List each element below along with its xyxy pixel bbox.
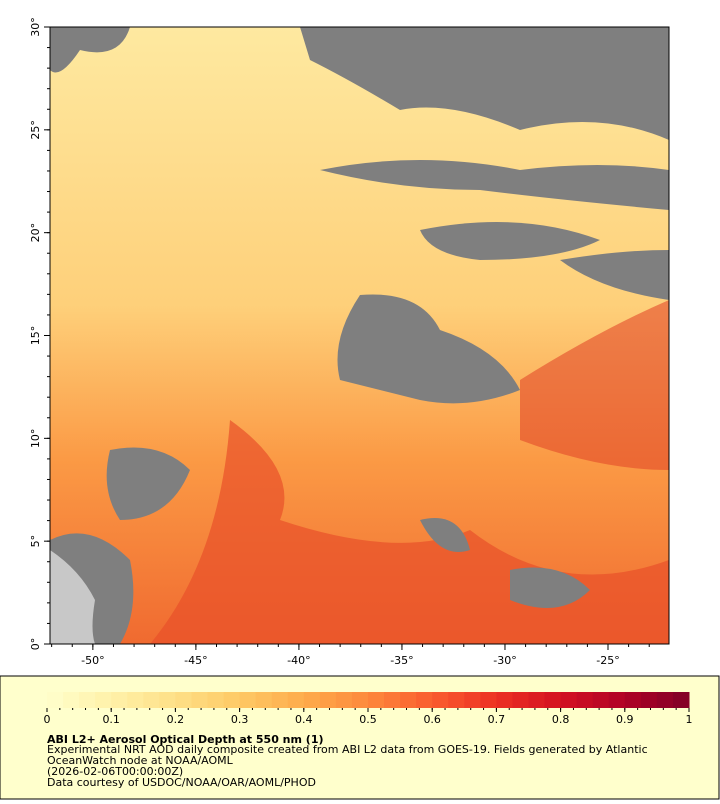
- colorbar-step: [592, 692, 610, 708]
- colorbar-step: [544, 692, 562, 708]
- x-tick-label: -35°: [390, 654, 413, 667]
- x-tick-label: -30°: [493, 654, 516, 667]
- colorbar-step: [159, 692, 176, 708]
- colorbar-tick-label: 0.2: [167, 713, 185, 726]
- colorbar-step: [111, 692, 128, 708]
- colorbar-step: [560, 692, 578, 708]
- colorbar-step: [672, 692, 690, 708]
- colorbar-step: [303, 692, 321, 708]
- colorbar-step: [624, 692, 642, 708]
- x-tick-label: -50°: [81, 654, 104, 667]
- legend-line: Data courtesy of USDOC/NOAA/OAR/AOML/PHO…: [47, 776, 316, 789]
- y-tick-label: 10°: [29, 429, 42, 449]
- colorbar-step: [576, 692, 594, 708]
- legend-title: ABI L2+ Aerosol Optical Depth at 550 nm …: [47, 733, 324, 746]
- colorbar-step: [656, 692, 674, 708]
- y-tick-label: 30°: [29, 17, 42, 37]
- colorbar-step: [95, 692, 112, 708]
- colorbar-step: [63, 692, 80, 708]
- map-image: [50, 27, 669, 644]
- y-tick-label: 0°: [29, 638, 42, 651]
- colorbar-tick-label: 0.8: [552, 713, 570, 726]
- colorbar-step: [287, 692, 305, 708]
- colorbar-step: [512, 692, 529, 708]
- y-tick-label: 5°: [29, 535, 42, 548]
- colorbar-step: [448, 692, 465, 708]
- colorbar-step: [335, 692, 353, 708]
- colorbar-step: [464, 692, 481, 708]
- colorbar-step: [480, 692, 497, 708]
- colorbar-step: [416, 692, 433, 708]
- colorbar-step: [127, 692, 144, 708]
- colorbar-step: [79, 692, 96, 708]
- colorbar-step: [191, 692, 208, 708]
- colorbar-tick-label: 0.6: [423, 713, 441, 726]
- x-tick-label: -40°: [287, 654, 310, 667]
- colorbar-step: [528, 692, 546, 708]
- colorbar-tick-label: 1: [686, 713, 693, 726]
- axes: -50° -45° -40° -35° -30° -25° 0° 5° 10° 15° 20° 25°…: [29, 17, 650, 667]
- colorbar-step: [271, 692, 289, 708]
- colorbar-tick-label: 0.9: [616, 713, 634, 726]
- colorbar-step: [175, 692, 192, 708]
- colorbar-step: [143, 692, 160, 708]
- x-tick-label: -45°: [184, 654, 207, 667]
- x-tick-label: -25°: [596, 654, 619, 667]
- colorbar-step: [368, 692, 385, 708]
- colorbar-step: [255, 692, 273, 708]
- legend-line: OceanWatch node at NOAA/AOML: [47, 754, 234, 767]
- colorbar-step: [384, 692, 401, 708]
- legend-line: (2026-02-06T00:00:00Z): [47, 765, 183, 778]
- legend-line: Experimental NRT AOD daily composite cre…: [47, 743, 648, 756]
- y-tick-label: 20°: [29, 223, 42, 243]
- colorbar-step: [608, 692, 626, 708]
- y-tick-label: 25°: [29, 120, 42, 140]
- colorbar-tick-label: 0.5: [359, 713, 377, 726]
- y-tick-label: 15°: [29, 326, 42, 346]
- colorbar-step: [239, 692, 257, 708]
- colorbar-tick-label: 0.7: [488, 713, 506, 726]
- colorbar: 0 0.1 0.2 0.3 0.4 0.5 0.6 0.7 0.8 0.9 1: [44, 692, 693, 726]
- colorbar-step: [223, 692, 241, 708]
- colorbar-step: [640, 692, 658, 708]
- colorbar-tick-label: 0: [44, 713, 51, 726]
- colorbar-step: [432, 692, 449, 708]
- colorbar-step: [319, 692, 337, 708]
- colorbar-step: [496, 692, 513, 708]
- colorbar-tick-label: 0.1: [102, 713, 120, 726]
- colorbar-step: [400, 692, 417, 708]
- colorbar-tick-label: 0.3: [231, 713, 249, 726]
- colorbar-tick-label: 0.4: [295, 713, 313, 726]
- colorbar-step: [351, 692, 369, 708]
- colorbar-step: [207, 692, 225, 708]
- colorbar-step: [47, 692, 64, 708]
